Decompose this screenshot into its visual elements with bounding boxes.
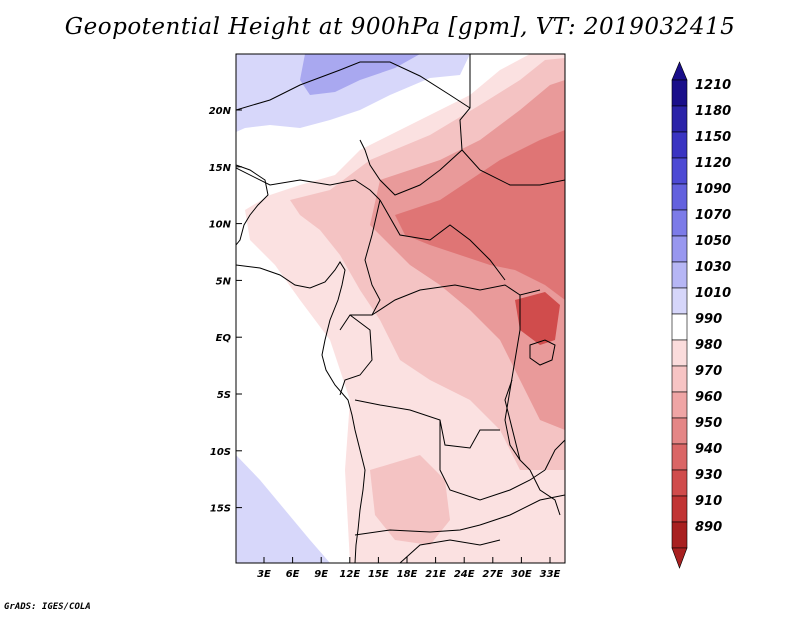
- lat-tick-label: EQ: [216, 333, 232, 344]
- border-lake-tanganyika: [504, 379, 521, 461]
- border-cameroon: [339, 199, 381, 331]
- colorbar-label: 940: [695, 442, 722, 457]
- colorbar-label: 890: [695, 520, 722, 535]
- coastline-gulf: [236, 261, 366, 563]
- colorbar-label: 930: [695, 468, 722, 483]
- border-malawi: [529, 469, 561, 516]
- colorbar-label: 1010: [695, 286, 731, 301]
- border-sudan: [461, 149, 565, 186]
- lat-tick-label: 10S: [210, 447, 231, 458]
- border-chad-car: [379, 199, 506, 281]
- lon-tick-label: 18E: [397, 569, 418, 580]
- lon-tick-label: 27E: [482, 569, 503, 580]
- lon-tick-label: 15E: [368, 569, 389, 580]
- colorbar: 1210 1180 1150 1120 1090 1070 1050 1030 1010 990 9…: [671, 61, 731, 569]
- height-970-region-south: [370, 455, 450, 545]
- colorbar-swatch: [671, 417, 688, 445]
- colorbar-swatch: [671, 209, 688, 237]
- colorbar-bottom-triangle: [671, 547, 688, 569]
- height-950-region: [395, 130, 565, 300]
- colorbar-label: 1090: [695, 182, 731, 197]
- border-namibia: [354, 524, 481, 536]
- colorbar-swatch: [671, 287, 688, 315]
- geopotential-field: [236, 54, 565, 563]
- colorbar-swatch: [671, 443, 688, 471]
- colorbar-swatch: [671, 391, 688, 419]
- colorbar-label: 960: [695, 390, 722, 405]
- footer-credit: GrADS: IGES/COLA: [4, 602, 91, 612]
- colorbar-label: 1210: [695, 78, 731, 93]
- colorbar-label: 1150: [695, 130, 731, 145]
- border-congo: [339, 314, 373, 396]
- lon-tick-label: 33E: [540, 569, 561, 580]
- lat-tick-label: 15N: [209, 163, 232, 174]
- colorbar-label: 1120: [695, 156, 731, 171]
- colorbar-swatch: [671, 105, 688, 133]
- low-height-region-north-core: [300, 54, 420, 95]
- colorbar-label: 950: [695, 416, 722, 431]
- lon-tick-label: 24E: [454, 569, 475, 580]
- colorbar-swatch: [671, 469, 688, 497]
- map-frame: [235, 53, 566, 564]
- colorbar-label: 980: [695, 338, 722, 353]
- country-borders: [236, 54, 565, 563]
- lon-tick-label: 12E: [339, 569, 360, 580]
- border-niger-nigeria: [236, 167, 381, 201]
- lat-tick-label: 20N: [209, 106, 232, 117]
- colorbar-label: 1180: [695, 104, 731, 119]
- colorbar-top-triangle: [671, 61, 688, 81]
- latitude-axis: 20N 15N 10N 5N EQ 5S 10S 15S: [209, 106, 242, 515]
- border-libya-chad: [359, 54, 471, 196]
- colorbar-swatch: [671, 157, 688, 185]
- lon-tick-label: 6E: [286, 569, 300, 580]
- colorbar-label: 1030: [695, 260, 731, 275]
- border-angola-zambia: [439, 420, 546, 501]
- colorbar-swatch: [671, 261, 688, 289]
- colorbar-swatch: [671, 339, 688, 367]
- lat-tick-label: 5S: [217, 390, 231, 401]
- colorbar-label: 910: [695, 494, 722, 509]
- colorbar-label: 1070: [695, 208, 731, 223]
- colorbar-swatch: [671, 235, 688, 263]
- coastline: [236, 164, 269, 246]
- lon-tick-label: 30E: [511, 569, 532, 580]
- border-mozambique: [544, 439, 565, 471]
- lat-tick-label: 15S: [210, 504, 231, 515]
- colorbar-swatch: [671, 131, 688, 159]
- lon-tick-label: 21E: [425, 569, 446, 580]
- border-zambia-zimbabwe: [479, 494, 565, 526]
- chart-title: Geopotential Height at 900hPa [gpm], VT:…: [64, 14, 736, 40]
- colorbar-label: 970: [695, 364, 722, 379]
- lat-tick-label: 10N: [209, 220, 232, 231]
- height-940-region: [515, 292, 560, 345]
- border-algeria-niger: [236, 61, 471, 111]
- border-south-africa: [399, 539, 501, 563]
- lon-tick-label: 3E: [257, 569, 271, 580]
- border-east: [504, 295, 531, 471]
- low-height-region-southwest: [236, 455, 330, 563]
- colorbar-label: 990: [695, 312, 722, 327]
- lon-tick-label: 9E: [314, 569, 328, 580]
- border-car-drc: [371, 284, 541, 316]
- border-lake-victoria: [529, 339, 556, 366]
- colorbar-swatch: [671, 79, 688, 107]
- longitude-axis: 3E 6E 9E 12E 15E 18E 21E 24E 27E 30E 33E: [257, 557, 561, 580]
- low-height-region-north: [236, 54, 470, 132]
- border-drc-angola: [354, 399, 500, 449]
- colorbar-swatch: [671, 183, 688, 211]
- lat-tick-label: 5N: [216, 276, 232, 287]
- colorbar-label: 1050: [695, 234, 731, 249]
- colorbar-swatch: [671, 495, 688, 523]
- colorbar-swatch: [671, 365, 688, 393]
- colorbar-swatch: [671, 313, 688, 341]
- colorbar-swatch: [671, 521, 688, 549]
